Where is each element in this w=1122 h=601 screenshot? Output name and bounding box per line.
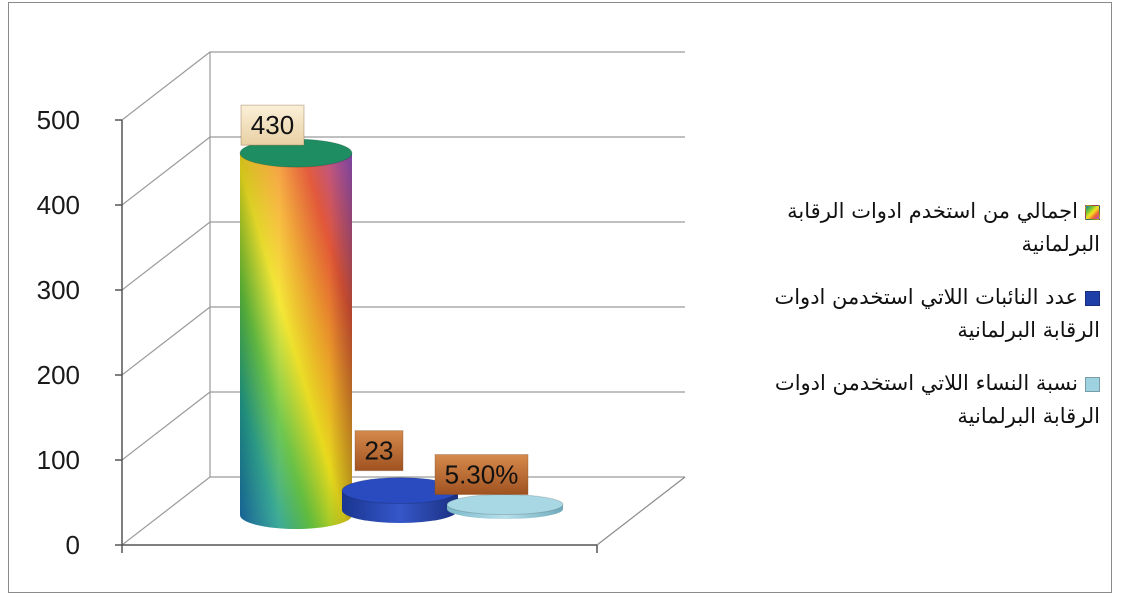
legend-swatch-women-ratio [1085,376,1100,392]
bars [239,138,564,529]
bar-women-count [341,477,459,523]
data-label: 430 [251,110,294,140]
gridline [121,221,685,291]
legend-item-women-ratio: نسبة النساء اللاتي استخدمن ادوات الرقابة… [730,367,1100,433]
legend-swatch-women-count [1085,290,1100,306]
bar-total-shade [240,153,352,529]
chart-frame [8,2,1112,593]
data-labels: 430 23 5.30% [240,104,529,496]
bar-total [239,138,353,529]
y-tick-label: 400 [37,190,80,220]
data-label-box [240,104,305,146]
legend-item-total: اجمالي من استخدم ادوات الرقابة البرلماني… [730,195,1100,261]
gridline [121,51,685,121]
y-tick-label: 0 [66,530,80,560]
legend-item-women-count: عدد النائبات اللاتي استخدمن ادوات الرقاب… [730,281,1100,347]
legend: اجمالي من استخدم ادوات الرقابة البرلماني… [730,195,1100,453]
floor-edge [596,476,686,546]
data-label-box [354,430,404,472]
y-tick-label: 200 [37,360,80,390]
legend-swatch-total [1085,204,1100,220]
data-label-box [434,454,529,496]
bar-women-ratio-top [446,494,564,516]
data-label: 5.30% [445,460,519,490]
y-axis: 0 100 200 300 400 500 [37,105,598,560]
legend-label-women-count: عدد النائبات اللاتي استخدمن ادوات الرقاب… [774,285,1100,342]
bar-women-ratio [446,494,564,519]
legend-label-total: اجمالي من استخدم ادوات الرقابة البرلماني… [787,199,1100,256]
y-tick-label: 500 [37,105,80,135]
legend-label-women-ratio: نسبة النساء اللاتي استخدمن ادوات الرقابة… [774,371,1100,428]
y-tick-label: 300 [37,275,80,305]
gridline [121,136,685,206]
gridline [121,306,685,376]
data-label: 23 [365,436,394,466]
y-tick-label: 100 [37,445,80,475]
